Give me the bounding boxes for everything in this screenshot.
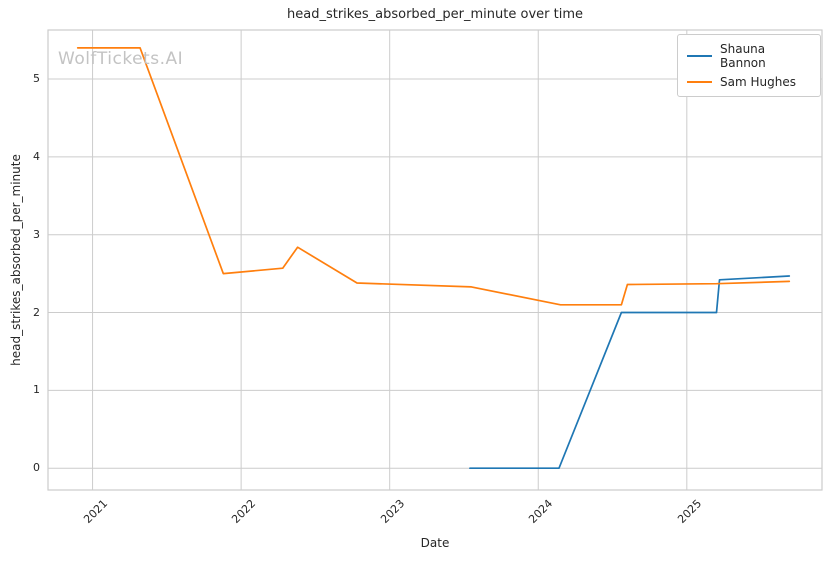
y-tick-0: 0	[33, 461, 40, 475]
y-tick-4: 4	[33, 149, 40, 163]
legend-label: Shauna Bannon	[720, 42, 766, 70]
legend-line-sample-blue	[687, 55, 712, 57]
y-tick-1: 1	[33, 383, 40, 397]
watermark: WolfTickets.AI	[58, 49, 184, 69]
legend-entry-sam-hughes: Sam Hughes	[687, 75, 812, 89]
series-line-shauna-bannon	[469, 275, 791, 470]
legend-label: Sam Hughes	[720, 75, 796, 89]
series-line-sam-hughes	[76, 47, 791, 306]
x-axis-label: Date	[420, 536, 450, 550]
y-tick-5: 5	[33, 72, 40, 86]
legend-line-sample-orange	[687, 81, 712, 83]
y-axis-label: head_strikes_absorbed_per_minute	[9, 154, 23, 366]
chart-title: head_strikes_absorbed_per_minute over ti…	[287, 7, 583, 22]
y-tick-2: 2	[33, 305, 40, 319]
legend-entry-shauna-bannon: Shauna Bannon	[687, 42, 812, 70]
legend: Shauna Bannon Sam Hughes	[677, 34, 821, 97]
y-tick-3: 3	[33, 227, 40, 241]
plot-border	[47, 29, 823, 491]
